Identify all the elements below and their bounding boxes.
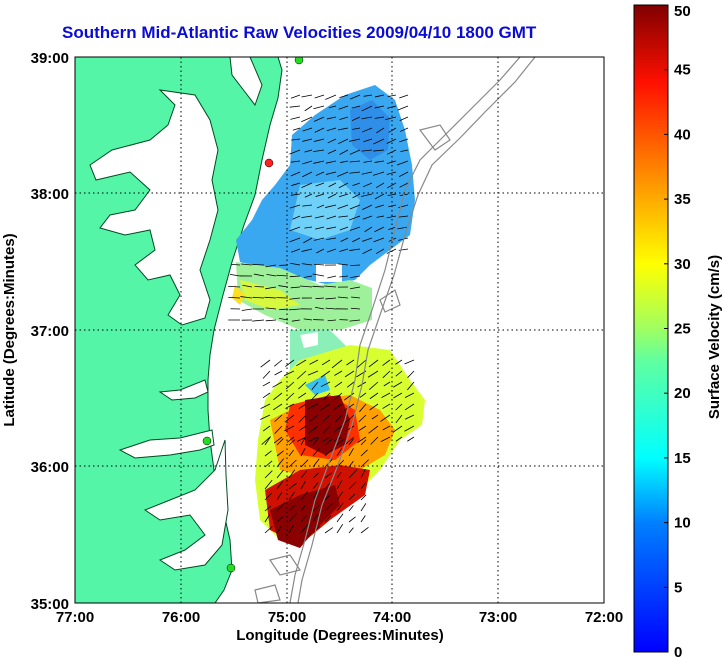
y-tick-label: 36:00 — [31, 459, 69, 476]
velocity-arrows — [228, 94, 415, 534]
colorbar-label: Surface Velocity (cm/s) — [706, 255, 723, 419]
station-marker — [226, 563, 236, 573]
delaware-bay — [229, 57, 263, 107]
velocity-mid-region — [236, 262, 372, 330]
x-tick-label: 77:00 — [56, 609, 94, 626]
y-tick-label: 37:00 — [31, 323, 69, 340]
colorbar-tick-label: 5 — [674, 579, 682, 596]
colorbar-tick-label: 45 — [674, 62, 691, 79]
bathymetry-contours — [254, 57, 536, 603]
x-tick-label: 72:00 — [585, 609, 623, 626]
station-marker — [264, 158, 274, 168]
x-axis-label: Longitude (Degrees:Minutes) — [236, 627, 444, 644]
y-axis-label: Latitude (Degrees:Minutes) — [1, 233, 18, 426]
x-tick-label: 76:00 — [162, 609, 200, 626]
colorbar-tick-label: 35 — [674, 191, 691, 208]
plot-frame — [74, 56, 605, 604]
colorbar-tick-label: 10 — [674, 515, 691, 532]
colorbar-tick-label: 40 — [674, 126, 691, 143]
pamlico-sound — [143, 439, 229, 571]
y-tick-label: 38:00 — [31, 186, 69, 203]
x-tick-label: 74:00 — [373, 609, 411, 626]
map-title: Southern Mid-Atlantic Raw Velocities 200… — [62, 23, 537, 42]
grid-lines — [75, 57, 604, 603]
colorbar-tick-label: 0 — [674, 644, 682, 659]
colorbar-tick-label: 25 — [674, 321, 691, 338]
chesapeake-bay — [89, 89, 219, 326]
colorbar-tick-label: 15 — [674, 450, 691, 467]
river-inlet — [158, 379, 209, 401]
velocity-field — [232, 85, 425, 548]
station-marker — [294, 57, 304, 65]
y-tick-label: 39:00 — [31, 50, 69, 67]
station-marker — [202, 436, 212, 446]
x-axis-ticks: 77:00 76:00 75:00 74:00 73:00 72:00 — [56, 609, 623, 626]
x-tick-label: 73:00 — [479, 609, 517, 626]
x-tick-label: 75:00 — [268, 609, 306, 626]
colorbar — [633, 4, 669, 653]
colorbar-tick-label: 30 — [674, 256, 691, 273]
albemarle-sound — [118, 429, 215, 459]
y-tick-label: 35:00 — [31, 596, 69, 613]
colorbar-tick-label: 50 — [674, 3, 691, 20]
y-axis-ticks: 39:00 38:00 37:00 36:00 35:00 — [31, 50, 69, 613]
colorbar-tick-label: 20 — [674, 385, 691, 402]
